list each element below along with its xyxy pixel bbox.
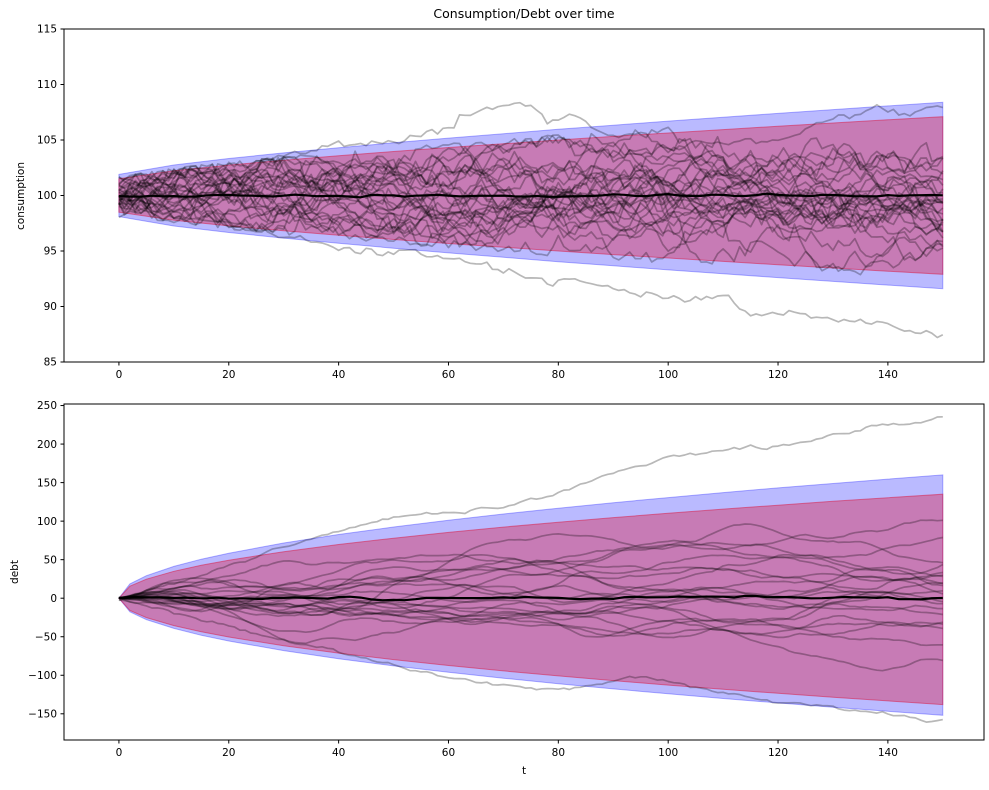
sample-path [118,582,943,618]
sample-path [118,126,944,232]
x-axis-label: t [521,765,527,777]
sample-path [118,163,944,263]
x-tick-label: 120 [768,369,788,381]
debt-mean-line [118,594,943,602]
x-tick-label: 140 [878,369,898,381]
consumption-plot-area [118,101,944,339]
y-tick-label: 110 [37,79,57,91]
x-tick-label: 120 [768,747,788,759]
debt-inner-band [118,493,944,706]
sample-path [118,187,944,253]
sample-path [118,590,943,637]
sample-path [118,541,943,600]
sample-path [118,553,943,612]
x-tick-label: 20 [222,369,235,381]
sample-path [118,590,943,639]
y-axis-label-consumption: consumption [15,162,27,230]
debt-subplot: 0 20 40 60 80 100 120 140 −150 −100 −50 0 50 100 150 20… [28,400,985,759]
sample-path [118,157,943,249]
debt-plot-area [118,415,944,723]
y-tick-label: 200 [37,439,57,451]
x-tick-label: 140 [878,747,898,759]
sample-path [118,577,943,636]
sample-path [118,171,944,240]
sample-path [118,136,944,239]
x-tick-label: 80 [552,369,565,381]
sample-path [118,150,944,248]
y-tick-label: 115 [37,24,57,36]
sample-path [118,141,944,232]
sample-path [118,590,943,672]
sample-path [118,152,943,273]
x-tick-label: 60 [442,747,455,759]
sample-path [118,179,944,235]
sample-path [118,586,943,634]
sample-path [118,597,943,639]
x-tick-label: 0 [116,747,123,759]
sample-path [118,184,944,243]
sample-path [118,163,944,234]
y-tick-label: −100 [28,670,57,682]
x-tick-label: 60 [442,369,455,381]
consumption-mean-line [118,192,943,199]
sample-path [118,157,943,276]
y-tick-label: −150 [28,708,57,720]
y-tick-label: 90 [44,301,57,313]
sample-path [118,198,944,259]
outlier-path-high-runaway [118,415,943,602]
sample-path [118,134,944,209]
sample-path [118,553,944,600]
debt-axes-border [63,403,985,741]
sample-path [118,591,943,630]
consumption-subplot: 0 20 40 60 80 100 120 140 85 90 95 100 105 110 115 [37,24,985,381]
sample-path [118,135,944,209]
sample-path [118,154,943,236]
y-tick-label: −50 [35,631,57,643]
y-tick-label: 250 [37,400,57,412]
sample-path [118,523,943,611]
sample-path [118,157,944,226]
sample-path [118,168,943,235]
y-tick-label: 100 [37,516,57,528]
x-tick-label: 40 [332,747,345,759]
sample-path [118,137,944,204]
sample-path [118,594,943,647]
y-tick-label: 95 [44,246,57,258]
sample-path [118,533,943,600]
sample-path [118,565,943,600]
x-tick-label: 20 [222,747,235,759]
sample-path [118,142,943,212]
sample-path [118,170,944,252]
sample-path [118,142,943,226]
sample-path [118,156,943,248]
x-tick-label: 100 [658,747,678,759]
x-tick-label: 80 [552,747,565,759]
y-tick-label: 0 [50,593,57,605]
y-axis-label-debt: debt [9,560,21,584]
sample-path [118,588,943,618]
sample-path [118,132,943,226]
y-tick-label: 150 [37,477,57,489]
x-tick-label: 0 [116,369,123,381]
x-tick-label: 40 [332,369,345,381]
sample-path [118,155,944,262]
sample-path [118,165,943,224]
y-tick-label: 50 [44,554,57,566]
sample-path [118,558,943,615]
sample-path [118,584,943,617]
outlier-path-low-drift [118,197,944,339]
y-tick-label: 85 [44,357,57,369]
y-tick-label: 105 [37,135,57,147]
sample-path [118,154,944,235]
outlier-path-high-peak [118,101,944,194]
x-tick-label: 100 [658,369,678,381]
outlier-path-low-runaway [118,599,943,723]
figure-title: Consumption/Debt over time [433,6,615,21]
sample-path [118,519,943,605]
y-tick-label: 100 [37,190,57,202]
